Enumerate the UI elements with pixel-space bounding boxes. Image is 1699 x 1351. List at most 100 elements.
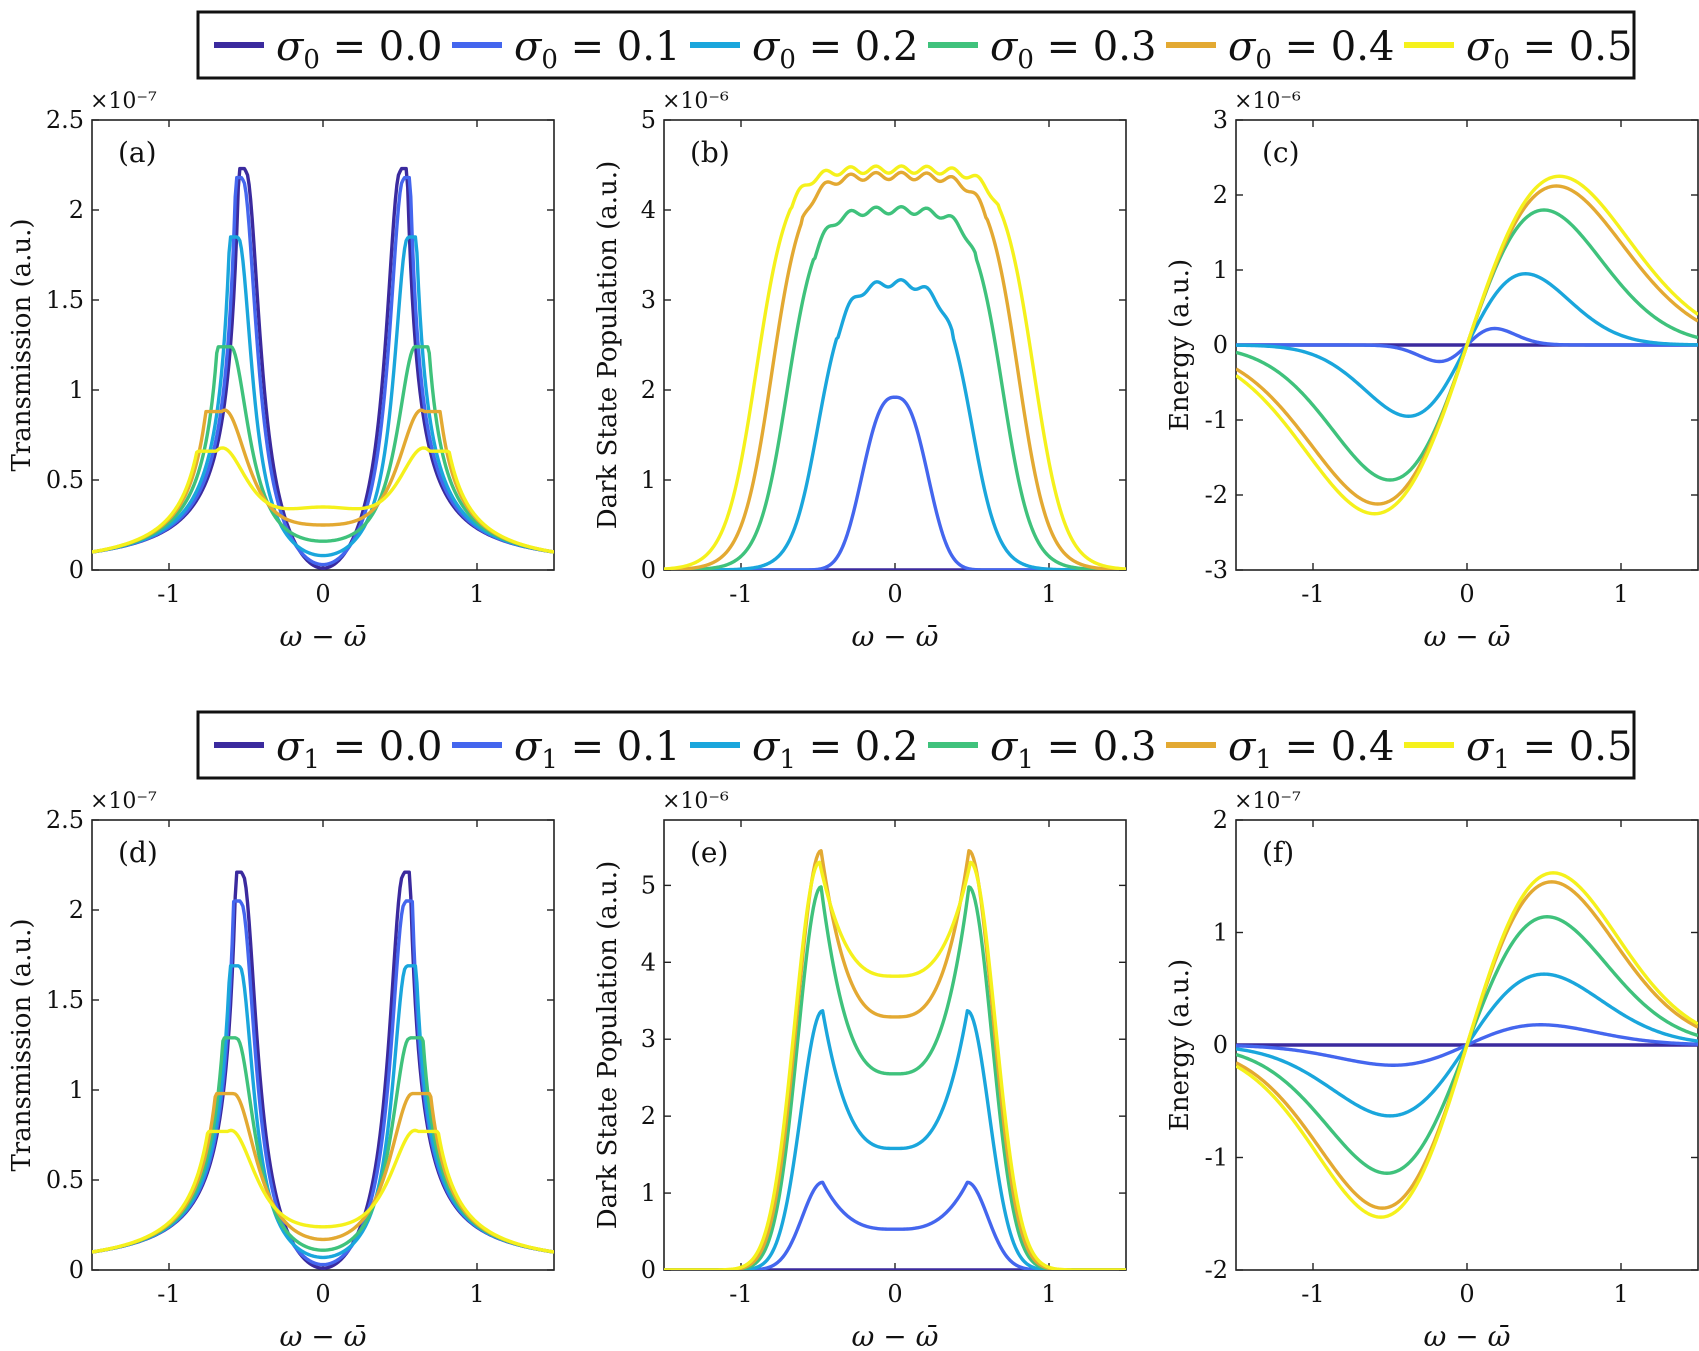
x-tick-label: -1 <box>729 1280 752 1308</box>
y-tick-label: 0 <box>69 556 84 584</box>
y-tick-label: -2 <box>1205 481 1228 509</box>
panel-f: -1 0 1 -2 -1 0 1 2×10⁻⁷ (f) ω − ω̄ Energy (a.u.) <box>1165 789 1699 1351</box>
legend-entry: σ0 = 0.3 <box>990 24 1156 75</box>
axis-exponent: ×10⁻⁷ <box>90 789 157 814</box>
legend-entry: σ0 = 0.5 <box>1466 24 1632 75</box>
x-tick-label: 0 <box>1459 580 1474 608</box>
series-group <box>1236 174 1698 516</box>
series-line <box>664 849 1126 1270</box>
series-line <box>664 1009 1126 1270</box>
y-tick-label: -2 <box>1205 1256 1228 1284</box>
series-line <box>664 395 1126 570</box>
y-tick-label: 0 <box>69 1256 84 1284</box>
y-tick-label: 2 <box>641 1102 656 1130</box>
legend-entry: σ1 = 0.3 <box>990 724 1156 775</box>
y-tick-label: 0.5 <box>46 466 84 494</box>
y-tick-label: 1.5 <box>46 986 84 1014</box>
y-axis-label: Dark State Population (a.u.) <box>593 161 623 529</box>
legend-top: σ0 = 0.0 σ0 = 0.1 σ0 = 0.2 σ0 = 0.3 σ0 = 0.4… <box>196 10 1636 80</box>
legend-entry: σ1 = 0.1 <box>514 724 680 775</box>
y-tick-label: 4 <box>641 196 656 224</box>
series-line <box>664 278 1126 570</box>
panel-a: -1 0 1 0 0.5 1 1.5 2 2.5×10⁻⁷ (a) ω − ω̄ Transmissi… <box>7 89 555 653</box>
legend-entry: σ0 = 0.4 <box>1228 24 1394 75</box>
x-tick-label: 0 <box>315 580 330 608</box>
x-tick-label: 1 <box>469 580 484 608</box>
y-tick-label: 5 <box>641 871 656 899</box>
series-line <box>92 344 554 554</box>
series-line <box>664 860 1126 1270</box>
series-line <box>92 1036 554 1254</box>
x-tick-label: -1 <box>1301 580 1324 608</box>
y-tick-label: 2.5 <box>46 106 84 134</box>
x-tick-label: 0 <box>315 1280 330 1308</box>
panels: -1 0 100.511.522.5×10⁻⁷(a)ω − ω̄Transmissi… <box>7 89 1699 1351</box>
series-line <box>664 205 1126 570</box>
y-tick-label: 1 <box>69 1076 84 1104</box>
x-axis-label: ω − ω̄ <box>1424 620 1511 653</box>
y-tick-label: 0.5 <box>46 1166 84 1194</box>
x-tick-label: -1 <box>157 1280 180 1308</box>
y-tick-label: 2 <box>1213 181 1228 209</box>
series-line <box>92 899 554 1267</box>
y-tick-label: 3 <box>641 286 656 314</box>
y-tick-label: 1 <box>1213 256 1228 284</box>
x-tick-label: 0 <box>887 580 902 608</box>
legend-entry: σ0 = 0.1 <box>514 24 680 75</box>
x-axis-label: ω − ω̄ <box>280 620 367 653</box>
series-line <box>92 964 554 1260</box>
panel-label: (d) <box>118 836 158 869</box>
x-axis-label: ω − ω̄ <box>852 620 939 653</box>
panel-e: -1 0 1 0 1 2 3 4 5 ×10⁻⁶ (e) ω − ω̄ Dark State Popul… <box>593 789 1127 1351</box>
y-tick-label: 2 <box>641 376 656 404</box>
panel-label: (c) <box>1262 136 1300 169</box>
y-tick-label: 2.5 <box>46 806 84 834</box>
y-tick-label: 1 <box>641 466 656 494</box>
y-tick-label: 0 <box>1213 1031 1228 1059</box>
y-tick-label: 2 <box>69 896 84 924</box>
panel-label: (f) <box>1262 836 1294 869</box>
y-tick-label: 0 <box>641 1256 656 1284</box>
x-tick-label: 1 <box>1613 580 1628 608</box>
series-group <box>664 849 1126 1270</box>
series-line <box>1236 174 1698 516</box>
y-tick-label: 1 <box>1213 919 1228 947</box>
panel-c: -1 0 1 -3 -2 -1 0 1 2 3×10⁻⁶ (c) ω − ω̄ Energy (a.u.… <box>1165 89 1699 653</box>
y-tick-label: 2 <box>69 196 84 224</box>
y-tick-label: 0 <box>1213 331 1228 359</box>
y-tick-label: 2 <box>1213 806 1228 834</box>
series-line <box>92 870 554 1270</box>
y-tick-label: -1 <box>1205 406 1228 434</box>
plot-frame <box>91 819 555 1271</box>
series-group <box>92 870 554 1270</box>
y-tick-label: 4 <box>641 948 656 976</box>
x-axis-label: ω − ω̄ <box>852 1320 939 1351</box>
y-tick-label: 5 <box>641 106 656 134</box>
x-axis-label: ω − ω̄ <box>280 1320 367 1351</box>
series-group <box>92 166 554 570</box>
x-tick-label: 0 <box>887 1280 902 1308</box>
plot-frame <box>91 119 555 571</box>
axis-exponent: ×10⁻⁶ <box>1234 89 1301 114</box>
series-line <box>664 1180 1126 1270</box>
x-tick-label: 1 <box>1613 1280 1628 1308</box>
x-tick-label: 0 <box>1459 1280 1474 1308</box>
legend-box <box>196 710 1636 780</box>
y-axis-label: Energy (a.u.) <box>1165 259 1195 431</box>
series-line <box>664 885 1126 1270</box>
y-tick-label: -3 <box>1205 556 1228 584</box>
x-tick-label: -1 <box>1301 1280 1324 1308</box>
y-tick-label: 1.5 <box>46 286 84 314</box>
panel-d: -1 0 1 0 0.5 1 1.5 2 2.5×10⁻⁷ (d) ω − ω̄ Transmissi… <box>7 789 555 1351</box>
panel-label: (a) <box>118 136 157 169</box>
axis-exponent: ×10⁻⁶ <box>662 89 729 114</box>
series-line <box>1236 871 1698 1219</box>
x-tick-label: -1 <box>729 580 752 608</box>
series-line <box>664 164 1126 570</box>
series-line <box>92 235 554 558</box>
y-tick-label: 1 <box>641 1179 656 1207</box>
axis-exponent: ×10⁻⁷ <box>90 89 157 114</box>
y-axis-label: Transmission (a.u.) <box>7 918 37 1171</box>
y-tick-label: -1 <box>1205 1144 1228 1172</box>
